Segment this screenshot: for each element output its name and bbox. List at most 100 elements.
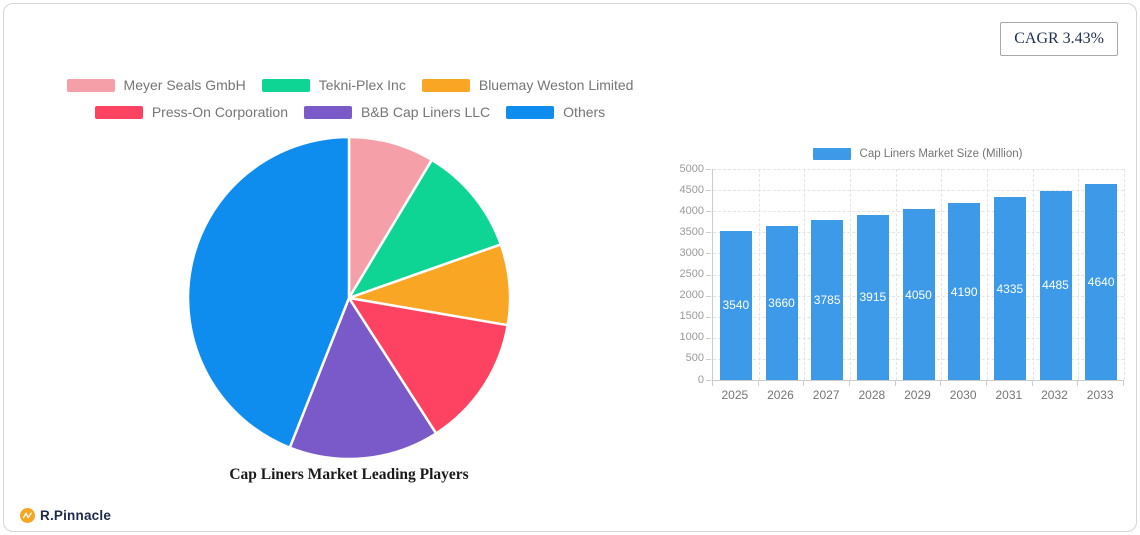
bar-2028[interactable]: 3915 — [856, 214, 889, 380]
legend-swatch — [66, 78, 115, 92]
pie-slice-meyer-seals-gmbh[interactable] — [347, 135, 434, 300]
legend-swatch — [421, 78, 470, 92]
bar-value-label: 3915 — [859, 290, 887, 305]
vertical-gridline — [758, 169, 760, 380]
pie-legend: Meyer Seals GmbH Tekni-Plex Inc Bluemay We… — [10, 77, 690, 120]
legend-item-others[interactable]: Others — [506, 104, 605, 120]
pie-slice-others[interactable] — [186, 135, 351, 449]
pie-chart — [186, 135, 512, 461]
horizontal-gridline — [713, 190, 1124, 192]
pie-slice-press-on-corporation[interactable] — [347, 296, 509, 435]
y-axis-label: 2000 — [679, 289, 704, 302]
x-axis-tick — [803, 381, 805, 386]
bar-value-label: 4335 — [996, 281, 1024, 296]
y-axis-tick — [706, 358, 711, 360]
legend-label: Press-On Corporation — [151, 104, 288, 120]
y-axis-tick — [706, 211, 711, 213]
x-axis-label: 2033 — [1086, 388, 1114, 402]
vertical-gridline — [1124, 169, 1125, 380]
vertical-gridline — [1032, 169, 1034, 380]
legend-label: Meyer Seals GmbH — [123, 77, 246, 93]
x-axis-label: 2026 — [767, 388, 794, 402]
y-axis-tick — [706, 295, 711, 297]
vertical-gridline — [941, 169, 943, 380]
legend-swatch — [261, 78, 310, 92]
bar-value-label: 3660 — [768, 295, 795, 310]
bar-value-label: 3785 — [813, 293, 841, 308]
y-axis-tick — [706, 380, 711, 381]
vertical-gridline — [850, 169, 851, 380]
vertical-gridline — [1078, 169, 1080, 380]
x-axis-tick — [712, 381, 713, 386]
x-axis-label: 2029 — [904, 388, 931, 402]
x-axis-label: 2027 — [812, 388, 840, 402]
bar-legend[interactable]: Cap Liners Market Size (Million) — [712, 148, 1123, 160]
y-axis-label: 5000 — [679, 162, 704, 175]
y-axis-label: 4500 — [679, 183, 704, 196]
pie-slice-tekni-plex-inc[interactable] — [347, 158, 503, 300]
legend-swatch — [303, 105, 352, 119]
legend-label: Bluemay Weston Limited — [478, 77, 634, 93]
y-axis-label: 2500 — [679, 268, 704, 280]
pie-legend-row: Press-On Corporation B&B Cap Liners LLC Ot… — [94, 104, 605, 120]
y-axis-label: 3500 — [679, 225, 704, 238]
bar-2029[interactable]: 4050 — [902, 209, 935, 380]
brand-name: R.Pinnacle — [40, 508, 112, 523]
x-axis-tick — [1123, 381, 1124, 386]
y-axis-label: 0 — [697, 373, 704, 386]
bar-plot-area: 3540 3660 3785 3915 4050 4190 4335 4485 4640 — [712, 169, 1125, 381]
bar-2026[interactable]: 3660 — [765, 225, 798, 380]
legend-swatch — [94, 105, 143, 119]
pie-legend-row: Meyer Seals GmbH Tekni-Plex Inc Bluemay We… — [66, 77, 634, 93]
x-axis-label: 2032 — [1041, 388, 1068, 402]
x-axis-tick — [1077, 381, 1079, 386]
bar-value-label: 4485 — [1042, 278, 1069, 293]
bar-legend-swatch — [812, 148, 851, 160]
x-axis-tick — [986, 381, 987, 386]
legend-label: Others — [563, 104, 606, 120]
vertical-gridline — [987, 169, 988, 380]
x-axis-label: 2031 — [995, 388, 1023, 402]
pie-slice-b-b-cap-liners-llc[interactable] — [288, 296, 438, 461]
x-axis-tick — [849, 381, 850, 386]
cagr-badge: CAGR 3.43% — [1000, 22, 1118, 56]
bar-2025[interactable]: 3540 — [719, 230, 752, 380]
x-axis-tick — [940, 381, 942, 386]
x-axis-tick — [894, 381, 896, 386]
vertical-gridline — [804, 169, 806, 380]
bar-value-label: 4190 — [950, 284, 978, 299]
bar-legend-label: Cap Liners Market Size (Million) — [859, 148, 1023, 160]
bar-2031[interactable]: 4335 — [993, 197, 1026, 380]
bar-2027[interactable]: 3785 — [811, 220, 844, 380]
bar-value-label: 4050 — [905, 287, 932, 302]
legend-item-press-on-corporation[interactable]: Press-On Corporation — [94, 104, 288, 120]
x-axis-tick — [1031, 381, 1033, 386]
legend-item-meyer-seals-gmbh[interactable]: Meyer Seals GmbH — [66, 77, 246, 93]
bar-2033[interactable]: 4640 — [1085, 184, 1118, 380]
y-axis-tick — [706, 169, 711, 170]
vertical-gridline — [895, 169, 897, 380]
y-axis-tick — [706, 337, 711, 339]
pinnacle-logo-icon — [20, 508, 35, 523]
bar-value-label: 4640 — [1087, 275, 1115, 290]
bar-2032[interactable]: 4485 — [1039, 190, 1072, 380]
y-axis-tick — [706, 253, 711, 255]
legend-item-b-b-cap-liners-llc[interactable]: B&B Cap Liners LLC — [303, 104, 490, 120]
y-axis-label: 3000 — [679, 246, 704, 259]
y-axis-label: 1500 — [679, 310, 704, 323]
legend-swatch — [506, 105, 555, 119]
y-axis-tick — [706, 232, 711, 234]
legend-item-bluemay-weston-limited[interactable]: Bluemay Weston Limited — [421, 77, 634, 93]
x-axis-label: 2025 — [721, 388, 749, 402]
bar-2030[interactable]: 4190 — [948, 203, 981, 380]
y-axis-label: 500 — [685, 352, 704, 365]
brand-logo: R.Pinnacle — [20, 508, 111, 523]
y-axis-tick — [706, 190, 711, 192]
x-axis-label: 2030 — [949, 388, 977, 402]
pie-chart-title: Cap Liners Market Leading Players — [229, 466, 469, 483]
y-axis-label: 4000 — [679, 204, 704, 217]
legend-item-tekni-plex-inc[interactable]: Tekni-Plex Inc — [261, 77, 406, 93]
x-axis-label: 2028 — [858, 388, 886, 402]
y-axis-label: 1000 — [679, 331, 704, 344]
